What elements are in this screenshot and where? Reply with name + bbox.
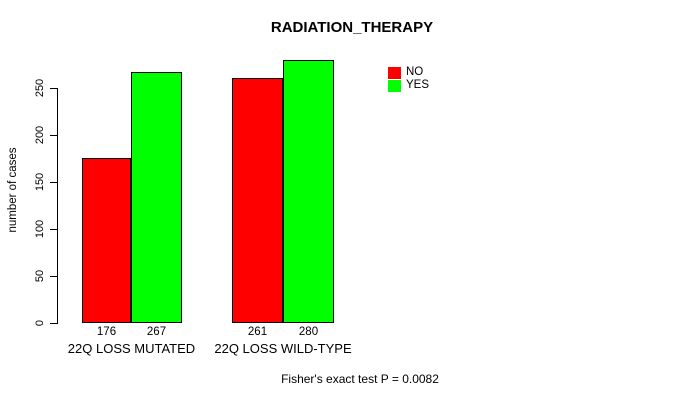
y-tick-mark [50, 228, 57, 230]
category-label: 22Q LOSS MUTATED [67, 341, 196, 356]
bar-value-label: 267 [146, 326, 167, 338]
y-tick-mark [50, 275, 57, 277]
y-tick-mark [50, 322, 57, 324]
bar-no-2 [232, 78, 283, 323]
y-tick-label: 150 [34, 172, 46, 192]
y-axis-title: number of cases [7, 147, 19, 233]
bar-value-label: 176 [96, 326, 117, 338]
legend-item-yes: YES [388, 79, 429, 92]
legend: NO YES [388, 66, 429, 92]
y-tick-label: 100 [34, 219, 46, 239]
y-axis-line [57, 88, 58, 324]
y-tick-label: 50 [34, 269, 46, 283]
category-label: 22Q LOSS WILD-TYPE [214, 341, 352, 356]
y-tick-mark [50, 134, 57, 136]
bar-no-1 [82, 158, 131, 323]
legend-item-no: NO [388, 66, 429, 79]
legend-swatch-yes-icon [388, 79, 401, 92]
y-tick-mark [50, 181, 57, 183]
y-tick-label: 0 [34, 319, 46, 327]
legend-label-yes: YES [406, 79, 430, 91]
y-tick-label: 200 [34, 125, 46, 145]
bar-yes-1 [131, 72, 182, 323]
bar-value-label: 261 [247, 326, 268, 338]
bar-yes-2 [283, 60, 334, 323]
y-tick-label: 250 [34, 78, 46, 98]
bar-value-label: 280 [298, 326, 319, 338]
legend-swatch-no-icon [388, 66, 401, 79]
chart-title: RADIATION_THERAPY [270, 19, 434, 36]
y-tick-mark [50, 87, 57, 89]
stat-annotation: Fisher's exact test P = 0.0082 [281, 372, 439, 386]
legend-label-no: NO [406, 66, 424, 78]
